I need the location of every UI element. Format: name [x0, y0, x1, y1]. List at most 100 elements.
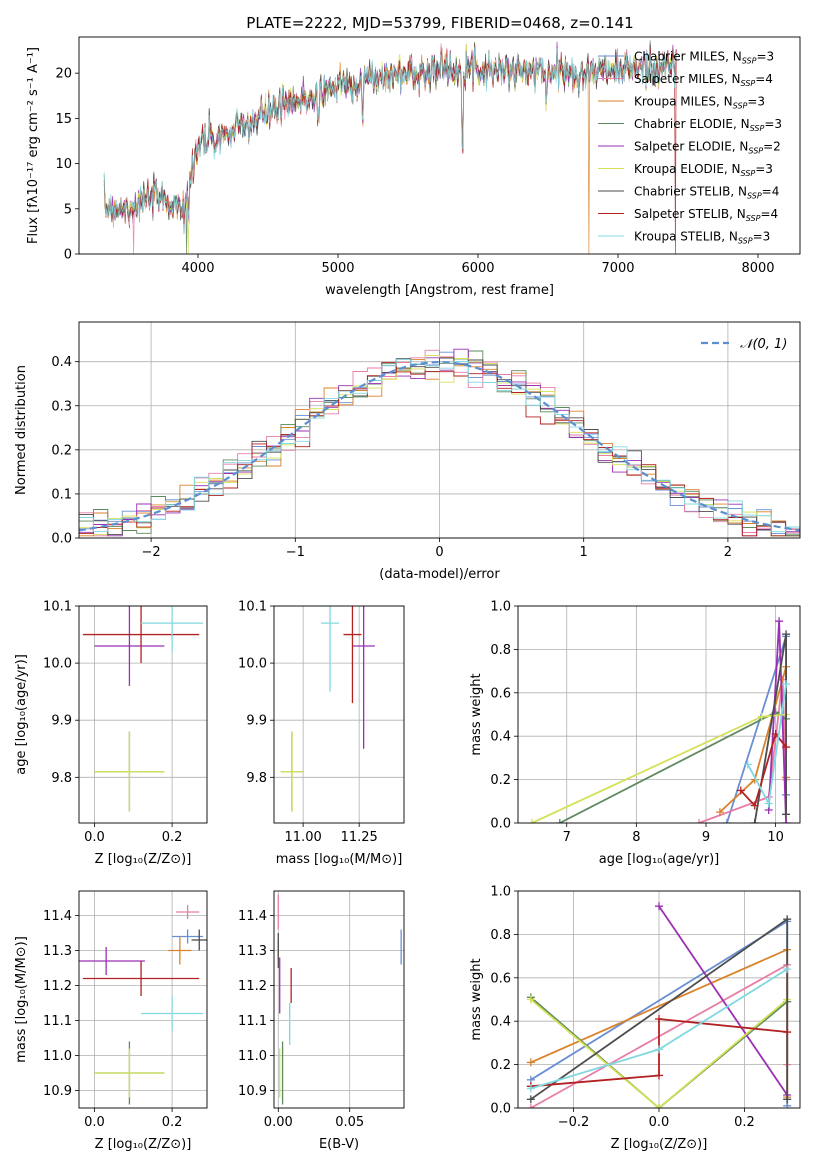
residuals-xlabel: (data-model)/error: [379, 567, 500, 582]
age-vs-mass-xlabel: mass [log₁₀(M/M⊙)]: [276, 852, 403, 867]
mass-vs-Z-ytick-label: 11.1: [43, 1014, 72, 1029]
residuals-xtick-label: −2: [142, 545, 161, 560]
mass-vs-ebv-ytick-label: 11.2: [238, 979, 267, 994]
weight-vs-age-panel: 7 8 9 10 0.0 0.2 0.4 0.6 0.8 1.0 age [log₁₀(age/yr…: [469, 600, 801, 867]
histogram-line: [79, 359, 800, 533]
age-vs-mass-panel: 11.00 11.25 9.8 9.9 10.0 10.1 mass [log₁₀(M/M⊙…: [238, 600, 405, 867]
legend-label: Salpeter STELIB, NSSP=4: [634, 207, 778, 223]
weight-line: [531, 713, 787, 823]
weight-vs-Z-ytick-label: 1.0: [490, 885, 511, 900]
weight-line: [530, 998, 788, 1108]
weight-marker: [750, 801, 759, 810]
mass-vs-ebv-xlabel: E(B-V): [319, 1137, 359, 1152]
weight-marker: [715, 808, 724, 817]
axes-frame: [273, 605, 405, 824]
weight-vs-age-ytick-label: 0.4: [490, 730, 511, 745]
weight-vs-age-ylabel: mass weight: [469, 673, 484, 755]
legend-label: Salpeter ELODIE, NSSP=2: [634, 140, 781, 156]
weight-marker: [775, 617, 784, 626]
spectrum-ytick-label: 20: [55, 67, 72, 82]
weight-vs-age-xtick-label: 9: [702, 830, 710, 845]
weight-line: [530, 996, 788, 1108]
mass-vs-Z-ytick-label: 11.2: [43, 979, 72, 994]
weight-vs-Z-ytick-label: 0.6: [490, 971, 511, 986]
histogram-line: [79, 361, 800, 537]
axes-frame: [78, 890, 208, 1109]
weight-vs-age-xtick-label: 10: [767, 830, 784, 845]
weight-marker: [782, 810, 791, 819]
age-vs-Z-panel: 0.0 0.2 9.8 9.9 10.0 10.1 Z [log₁₀(Z/Z⊙)] age […: [14, 600, 208, 867]
weight-marker: [750, 819, 759, 823]
age-vs-Z-ytick-label: 10.1: [43, 600, 72, 615]
residuals-ytick-label: 0.3: [51, 399, 72, 414]
weight-line: [559, 711, 787, 823]
weight-vs-Z-xtick-label: −0.2: [558, 1115, 590, 1130]
weight-vs-Z-xtick-label: 0.0: [649, 1115, 670, 1130]
weight-marker: [782, 680, 791, 689]
weight-marker: [526, 1095, 535, 1104]
residuals-xtick-label: 2: [724, 545, 732, 560]
spectrum-xlabel: wavelength [Angstrom, rest frame]: [325, 283, 554, 298]
weight-marker: [743, 760, 752, 769]
age-vs-Z-xtick-label: 0.2: [162, 830, 183, 845]
weight-line: [698, 679, 787, 823]
residuals-panel: −2 −1 0 1 2 0.0 0.1 0.2 0.3 0.4 (data-model)/error…: [14, 321, 801, 582]
age-vs-mass-xtick-label: 11.25: [341, 830, 378, 845]
mass-vs-ebv-ytick-label: 11.0: [238, 1049, 267, 1064]
weight-marker: [695, 819, 704, 823]
legend-label: Chabrier ELODIE, NSSP=3: [634, 117, 782, 133]
age-vs-Z-xtick-label: 0.0: [84, 830, 105, 845]
mass-vs-ebv-panel: 0.00 0.05 10.9 11.0 11.1 11.2 11.3 11.4 E(B-V): [238, 890, 405, 1152]
weight-marker: [782, 630, 791, 639]
legend-label: Kroupa MILES, NSSP=3: [634, 95, 765, 111]
legend-label: Salpeter MILES, NSSP=4: [634, 72, 773, 88]
axes-frame: [517, 890, 801, 1109]
spectrum-plot-area: [103, 40, 677, 254]
figure-title: PLATE=2222, MJD=53799, FIBERID=0468, z=0…: [246, 14, 633, 32]
mass-vs-Z-xtick-label: 0.2: [162, 1115, 183, 1130]
weight-vs-Z-panel: −0.2 0.0 0.2 0.0 0.2 0.4 0.6 0.8 1.0 Z [log₁₀(Z/Z…: [469, 885, 801, 1152]
mass-vs-ebv-ytick-label: 11.4: [238, 909, 267, 924]
weight-marker: [655, 1045, 663, 1054]
mass-vs-Z-ytick-label: 11.4: [43, 909, 72, 924]
age-vs-mass-xtick-label: 11.00: [285, 830, 322, 845]
weight-line: [740, 732, 787, 808]
mass-vs-Z-xlabel: Z [log₁₀(Z/Z⊙)]: [95, 1137, 192, 1152]
weight-marker: [655, 1104, 663, 1108]
residuals-ytick-label: 0.2: [51, 443, 72, 458]
legend-label: 𝒩(0, 1): [740, 337, 787, 352]
weight-marker: [782, 743, 791, 752]
weight-marker: [526, 1058, 535, 1067]
mass-vs-Z-ytick-label: 11.3: [43, 944, 72, 959]
weight-marker: [655, 902, 663, 911]
weight-vs-Z-xtick-label: 0.2: [734, 1115, 755, 1130]
weight-vs-age-ytick-label: 0.8: [490, 643, 511, 658]
mass-vs-Z-xtick-label: 0.0: [84, 1115, 105, 1130]
weight-marker: [764, 799, 773, 808]
weight-vs-Z-xlabel: Z [log₁₀(Z/Z⊙)]: [611, 1137, 708, 1152]
age-vs-Z-plot-area: [82, 606, 204, 812]
age-vs-Z-ylabel: age [log₁₀(age/yr)]: [14, 654, 29, 775]
legend-label: Kroupa ELODIE, NSSP=3: [634, 162, 773, 178]
weight-vs-Z-plot-area: [526, 902, 792, 1108]
mass-vs-Z-ytick-label: 11.0: [43, 1049, 72, 1064]
weight-vs-Z-ytick-label: 0.4: [490, 1015, 511, 1030]
age-vs-Z-ytick-label: 9.9: [51, 714, 72, 729]
spectrum-ytick-label: 15: [55, 112, 72, 127]
residuals-xtick-label: 0: [435, 545, 443, 560]
weight-marker: [757, 712, 766, 721]
weight-vs-age-ytick-label: 1.0: [490, 600, 511, 615]
age-vs-mass-ytick-label: 10.1: [238, 600, 267, 615]
weight-marker: [526, 995, 535, 1004]
weight-marker: [722, 819, 731, 823]
residuals-xtick-label: 1: [580, 545, 588, 560]
weight-marker: [783, 1095, 792, 1104]
weight-vs-age-ytick-label: 0.2: [490, 773, 511, 788]
spectrum-line: [103, 46, 677, 228]
spectrum-xtick-label: 7000: [601, 261, 634, 276]
residuals-ytick-label: 0.1: [51, 487, 72, 502]
histogram-line: [79, 349, 800, 537]
weight-marker: [783, 965, 792, 974]
legend-label: Chabrier MILES, NSSP=3: [634, 50, 774, 66]
